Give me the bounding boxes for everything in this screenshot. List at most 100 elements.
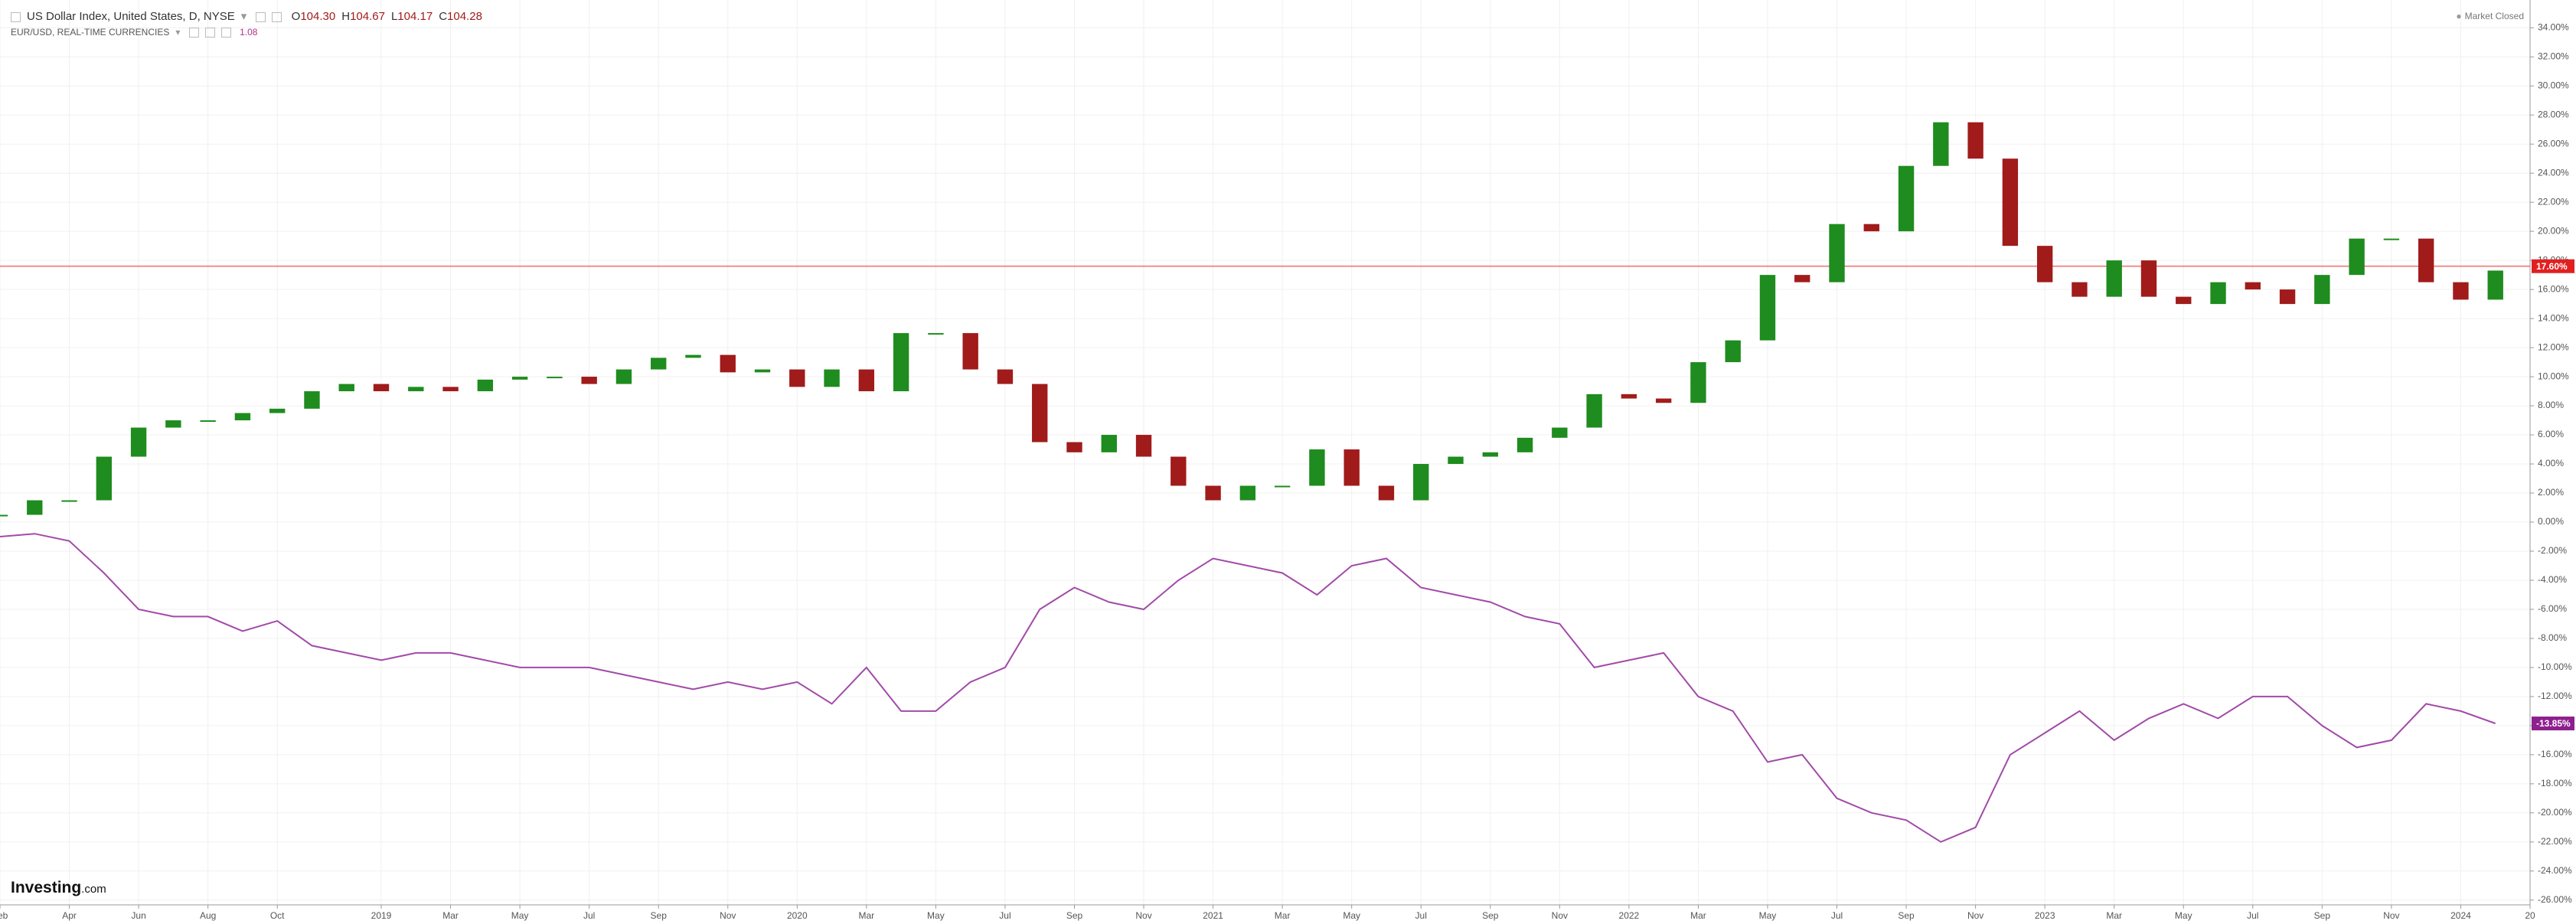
candle — [1690, 362, 1706, 403]
candle — [1482, 452, 1498, 457]
y-tick-label: -4.00% — [2538, 574, 2567, 585]
y-tick-label: 34.00% — [2538, 21, 2569, 32]
candle — [1448, 456, 1464, 465]
candle — [1725, 340, 1741, 363]
y-tick-label: 28.00% — [2538, 109, 2569, 119]
candle — [789, 369, 805, 387]
candle — [1621, 393, 1637, 399]
candle — [61, 500, 77, 502]
candle — [1274, 485, 1291, 488]
y-tick-label: -24.00% — [2538, 865, 2572, 876]
candle — [1413, 464, 1429, 501]
candle — [1101, 435, 1117, 452]
y-tick-label: -10.00% — [2538, 661, 2572, 672]
candle — [2279, 289, 2296, 305]
candle — [2002, 158, 2019, 247]
candle — [373, 384, 390, 392]
y-tick-label: 24.00% — [2538, 167, 2569, 178]
x-tick-label: May — [1343, 910, 1360, 921]
candle — [0, 514, 8, 517]
candle — [1794, 275, 1810, 282]
x-tick-label: Sep — [1066, 910, 1083, 921]
candle — [1205, 485, 1221, 501]
y-tick-label: -8.00% — [2538, 632, 2567, 643]
y-tick-label: -18.00% — [2538, 778, 2572, 789]
candle — [338, 384, 354, 392]
candle — [2176, 296, 2192, 305]
current-label: 17.60% — [2536, 261, 2568, 272]
x-tick-label: May — [1759, 910, 1777, 921]
candle — [962, 333, 978, 370]
header-compare: EUR/USD, REAL-TIME CURRENCIES ▾ 1.08 — [11, 27, 263, 38]
x-tick-label: 2020 — [787, 910, 808, 921]
x-tick-label: Mar — [442, 910, 459, 921]
collapse-icon[interactable] — [11, 11, 21, 22]
candle — [442, 387, 459, 392]
candle — [2106, 260, 2122, 297]
icon[interactable] — [256, 11, 266, 22]
candle — [1586, 393, 1602, 428]
x-tick-label: Sep — [651, 910, 668, 921]
line — [0, 533, 2496, 843]
candle — [477, 379, 494, 392]
candle — [2349, 238, 2365, 276]
current-badge — [2532, 717, 2574, 731]
y-tick-label: 30.00% — [2538, 80, 2569, 90]
ohlc-value: 104.28 — [447, 10, 482, 23]
candle — [96, 456, 113, 501]
x-tick-label: 2023 — [2035, 910, 2055, 921]
dropdown[interactable]: ▾ — [175, 27, 181, 38]
icon[interactable] — [272, 11, 282, 22]
status-text: Market Closed — [2464, 11, 2524, 21]
x-tick-label: Jul — [999, 910, 1010, 921]
y-tick-label: 4.00% — [2538, 458, 2564, 469]
candle — [2140, 260, 2157, 297]
y-tick-label: 10.00% — [2538, 371, 2569, 381]
candle — [408, 387, 424, 392]
x-tick-label: Mar — [1690, 910, 1706, 921]
candle — [1066, 442, 1082, 452]
candle — [234, 413, 251, 421]
x-tick-label: Mar — [2106, 910, 2122, 921]
candle — [2383, 238, 2400, 240]
ohlc: O104.30 H104.67 L104.17 C104.28 — [292, 10, 488, 23]
x-tick-label: Nov — [1967, 910, 1983, 921]
logo-suffix: .com — [81, 883, 106, 896]
candle — [928, 333, 944, 335]
ohlc-item: O104.30 — [292, 10, 336, 23]
y-tick-label: -16.00% — [2538, 749, 2572, 759]
candle — [1517, 437, 1533, 452]
ohlc-item: H104.67 — [341, 10, 385, 23]
candle — [1309, 449, 1325, 486]
x-tick-label: Jul — [583, 910, 595, 921]
icon[interactable] — [220, 28, 231, 38]
logo-brand: Investing — [11, 879, 82, 896]
x-tick-label: May — [927, 910, 945, 921]
candle — [1552, 427, 1568, 438]
x-tick-label: Mar — [859, 910, 875, 921]
x-tick-label: May — [511, 910, 529, 921]
candle — [581, 377, 597, 384]
ohlc-key: C — [439, 10, 448, 23]
x-tick-label: 2022 — [1619, 910, 1640, 921]
x-tick-label: 2019 — [371, 910, 392, 921]
x-tick-label: Nov — [720, 910, 736, 921]
candle — [1967, 122, 1983, 159]
candle — [651, 358, 667, 370]
y-tick-label: 26.00% — [2538, 138, 2569, 149]
x-tick-label: 20 — [2525, 910, 2535, 921]
ohlc-item: L104.17 — [391, 10, 433, 23]
candle — [27, 500, 43, 515]
dropdown[interactable]: ▾ — [240, 10, 247, 23]
icon[interactable] — [204, 28, 215, 38]
candle — [2314, 275, 2330, 305]
icon[interactable] — [188, 28, 199, 38]
x-tick-label: Sep — [2314, 910, 2331, 921]
x-tick-label: Jul — [1415, 910, 1427, 921]
candle — [1170, 456, 1187, 486]
series-title: US Dollar Index, United States, D, NYSE — [27, 10, 235, 23]
compare-title: EUR/USD, REAL-TIME CURRENCIES — [11, 27, 170, 38]
x-tick-label: Nov — [1552, 910, 1568, 921]
candle — [547, 377, 563, 379]
